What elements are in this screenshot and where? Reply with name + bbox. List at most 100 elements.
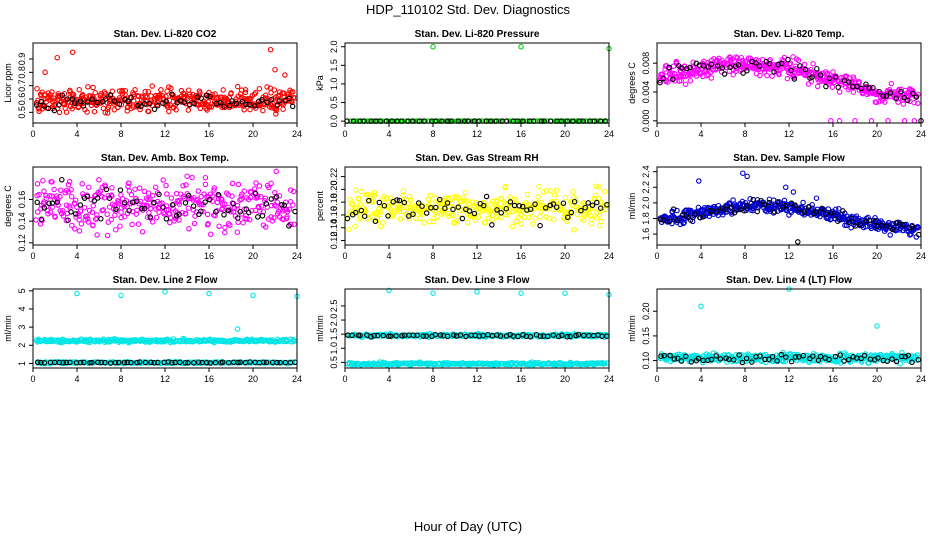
data-point <box>134 359 140 366</box>
data-point <box>769 353 776 360</box>
data-point <box>355 196 362 202</box>
data-point <box>764 72 770 79</box>
data-point <box>118 209 124 215</box>
data-point <box>802 66 809 73</box>
data-point <box>122 87 129 94</box>
data-point <box>242 89 249 96</box>
data-point <box>353 187 359 193</box>
data-point <box>184 173 190 179</box>
data-point <box>884 358 891 364</box>
data-point <box>480 332 486 339</box>
data-point <box>400 188 407 194</box>
data-point <box>688 359 695 365</box>
data-point <box>823 83 829 90</box>
data-point <box>657 79 663 86</box>
data-point <box>60 213 67 219</box>
data-point <box>211 187 217 193</box>
data-point <box>128 191 135 198</box>
data-point <box>102 183 109 190</box>
data-point <box>87 359 93 366</box>
data-point <box>518 290 524 296</box>
data-point <box>873 88 880 94</box>
data-point <box>207 196 213 203</box>
data-point <box>75 104 82 111</box>
data-point <box>230 200 237 207</box>
data-point <box>138 205 145 212</box>
data-point <box>560 200 567 206</box>
data-point <box>900 221 907 228</box>
data-point <box>71 200 78 206</box>
points-group <box>33 46 298 117</box>
data-point <box>774 199 781 205</box>
data-point <box>913 357 920 363</box>
data-point <box>687 64 693 71</box>
x-tick-label: 16 <box>204 129 214 139</box>
data-point <box>272 66 278 73</box>
x-tick-label: 8 <box>118 251 123 261</box>
data-point <box>792 354 799 360</box>
data-point <box>185 107 192 113</box>
data-point <box>781 197 788 204</box>
data-point <box>744 173 750 180</box>
y-tick-label: 0.8 <box>17 66 27 79</box>
data-point <box>836 89 843 95</box>
y-tick-label: 0.5 <box>329 356 339 369</box>
points-group <box>33 168 298 239</box>
data-point <box>229 180 236 187</box>
y-tick-label: 0.5 <box>329 96 339 109</box>
data-point <box>34 359 41 366</box>
data-point <box>472 217 479 223</box>
data-point <box>596 212 603 218</box>
data-point <box>674 217 680 224</box>
data-point <box>670 76 676 83</box>
x-tick-label: 12 <box>472 251 482 261</box>
data-point <box>121 199 128 206</box>
data-point <box>100 97 106 103</box>
data-point <box>710 350 717 356</box>
y-tick-label: 1 <box>17 361 27 366</box>
data-point <box>782 184 789 191</box>
data-point <box>219 359 226 365</box>
data-point <box>550 201 557 207</box>
data-point <box>671 70 678 77</box>
x-tick-label: 8 <box>430 374 435 384</box>
data-point <box>63 109 70 115</box>
y-axis-label: percent <box>315 190 325 221</box>
data-point <box>554 187 560 193</box>
data-point <box>915 100 921 107</box>
data-point <box>555 333 562 340</box>
y-axis-label: degrees C <box>3 185 13 227</box>
data-point <box>259 96 265 103</box>
data-point <box>832 353 839 360</box>
data-point <box>234 206 240 212</box>
data-point <box>186 91 193 98</box>
data-point <box>682 81 689 88</box>
data-point <box>102 93 108 99</box>
data-point <box>282 72 288 78</box>
data-point <box>273 111 279 117</box>
x-tick-label: 20 <box>872 374 882 384</box>
data-point <box>118 292 124 299</box>
data-point <box>753 60 759 66</box>
data-point <box>258 203 265 209</box>
y-tick-label: 0.16 <box>329 206 339 224</box>
data-point <box>77 359 84 366</box>
data-point <box>698 303 704 310</box>
data-point <box>593 183 599 189</box>
data-point <box>176 338 183 345</box>
y-tick-label: 2.5 <box>329 300 339 313</box>
data-point <box>229 98 235 104</box>
data-point <box>59 177 65 183</box>
data-point <box>454 218 460 224</box>
data-point <box>215 338 222 344</box>
data-point <box>146 100 153 107</box>
data-point <box>601 188 608 195</box>
data-point <box>744 67 750 74</box>
data-point <box>407 196 414 203</box>
data-point <box>705 357 711 364</box>
figure-xlabel: Hour of Day (UTC) <box>414 519 522 534</box>
data-point <box>592 192 599 199</box>
data-point <box>119 91 126 97</box>
data-point <box>52 214 58 220</box>
panel-title: Stan. Dev. Line 4 (LT) Flow <box>726 275 852 286</box>
